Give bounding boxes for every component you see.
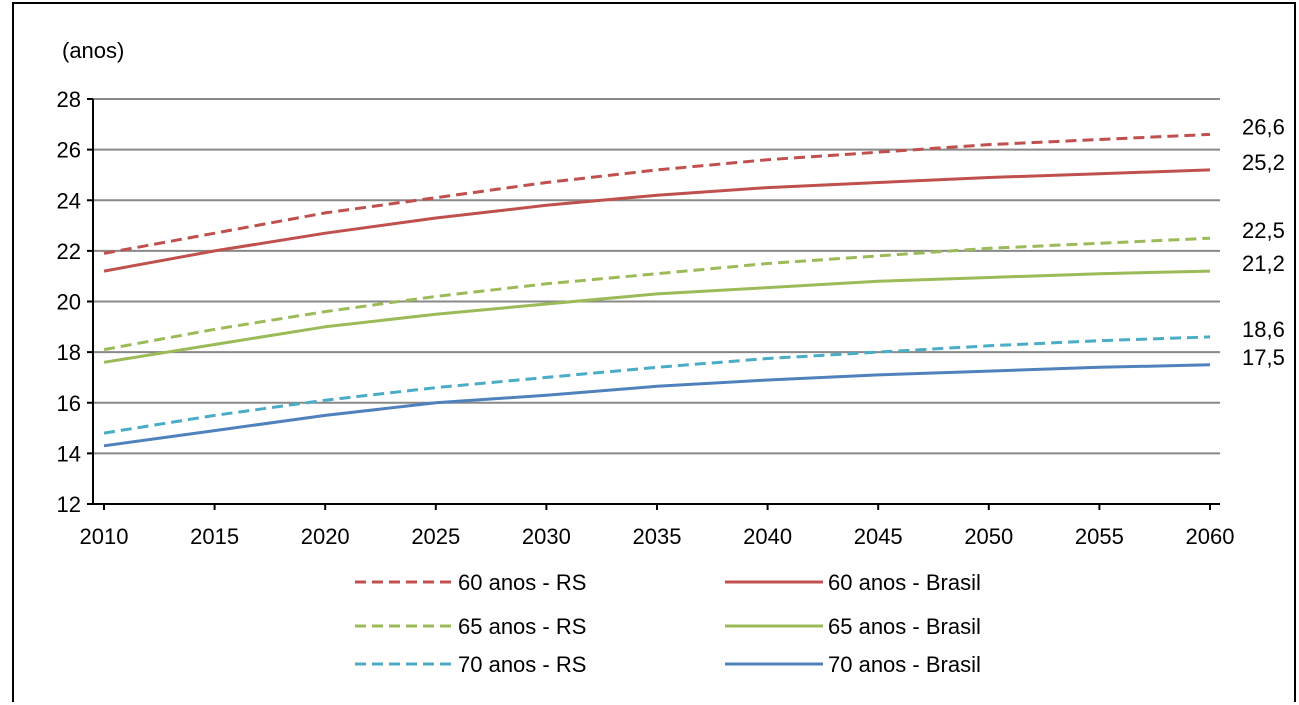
y-tick-label: 12 (57, 492, 81, 517)
legend-label: 60 anos - RS (458, 570, 586, 595)
y-tick-labels: 12 14 16 18 20 22 24 26 28 (57, 87, 81, 517)
legend-item: 60 anos - RS (355, 570, 586, 595)
y-tick-label: 28 (57, 87, 81, 112)
end-value-label: 21,2 (1242, 251, 1285, 276)
x-tick-label: 2015 (190, 524, 239, 549)
x-tick-label: 2050 (964, 524, 1013, 549)
legend: 60 anos - RS 60 anos - Brasil 65 anos - RS… (355, 570, 981, 677)
series-line (103, 168, 1211, 273)
x-tick-label: 2010 (80, 524, 129, 549)
series-line (103, 132, 1211, 255)
series-line (103, 269, 1211, 364)
y-tick-label: 14 (57, 441, 81, 466)
legend-item: 70 anos - Brasil (725, 652, 981, 677)
x-tick-label: 2025 (411, 524, 460, 549)
end-value-label: 22,5 (1242, 218, 1285, 243)
x-tick-label: 2035 (633, 524, 682, 549)
legend-item: 65 anos - RS (355, 614, 586, 639)
series-line (103, 363, 1211, 448)
y-tick-label: 18 (57, 340, 81, 365)
y-unit-label: (anos) (62, 38, 124, 63)
x-tick-label: 2055 (1075, 524, 1124, 549)
axes (87, 98, 1220, 510)
x-tick-labels: 2010 2015 2020 2025 2030 2035 2040 2045 2050 2055… (80, 524, 1235, 549)
series-line (103, 335, 1211, 435)
y-tick-label: 24 (57, 188, 81, 213)
legend-label: 70 anos - Brasil (828, 652, 981, 677)
end-value-labels: 26,6 25,2 22,5 21,2 18,6 17,5 (1242, 114, 1285, 369)
gridlines (93, 98, 1220, 455)
end-value-label: 25,2 (1242, 150, 1285, 175)
legend-label: 65 anos - Brasil (828, 614, 981, 639)
y-tick-label: 20 (57, 290, 81, 315)
series-line (103, 236, 1211, 352)
end-value-label: 26,6 (1242, 114, 1285, 139)
legend-item: 70 anos - RS (355, 652, 586, 677)
y-tick-label: 22 (57, 239, 81, 264)
legend-item: 65 anos - Brasil (725, 614, 981, 639)
legend-label: 70 anos - RS (458, 652, 586, 677)
x-tick-label: 2060 (1186, 524, 1235, 549)
legend-label: 65 anos - RS (458, 614, 586, 639)
x-tick-label: 2040 (743, 524, 792, 549)
end-value-label: 17,5 (1242, 345, 1285, 370)
series-lines (103, 132, 1211, 448)
legend-item: 60 anos - Brasil (725, 570, 981, 595)
y-tick-label: 16 (57, 391, 81, 416)
x-tick-label: 2020 (301, 524, 350, 549)
y-tick-label: 26 (57, 138, 81, 163)
x-tick-label: 2045 (854, 524, 903, 549)
end-value-label: 18,6 (1242, 317, 1285, 342)
legend-label: 60 anos - Brasil (828, 570, 981, 595)
x-tick-label: 2030 (522, 524, 571, 549)
